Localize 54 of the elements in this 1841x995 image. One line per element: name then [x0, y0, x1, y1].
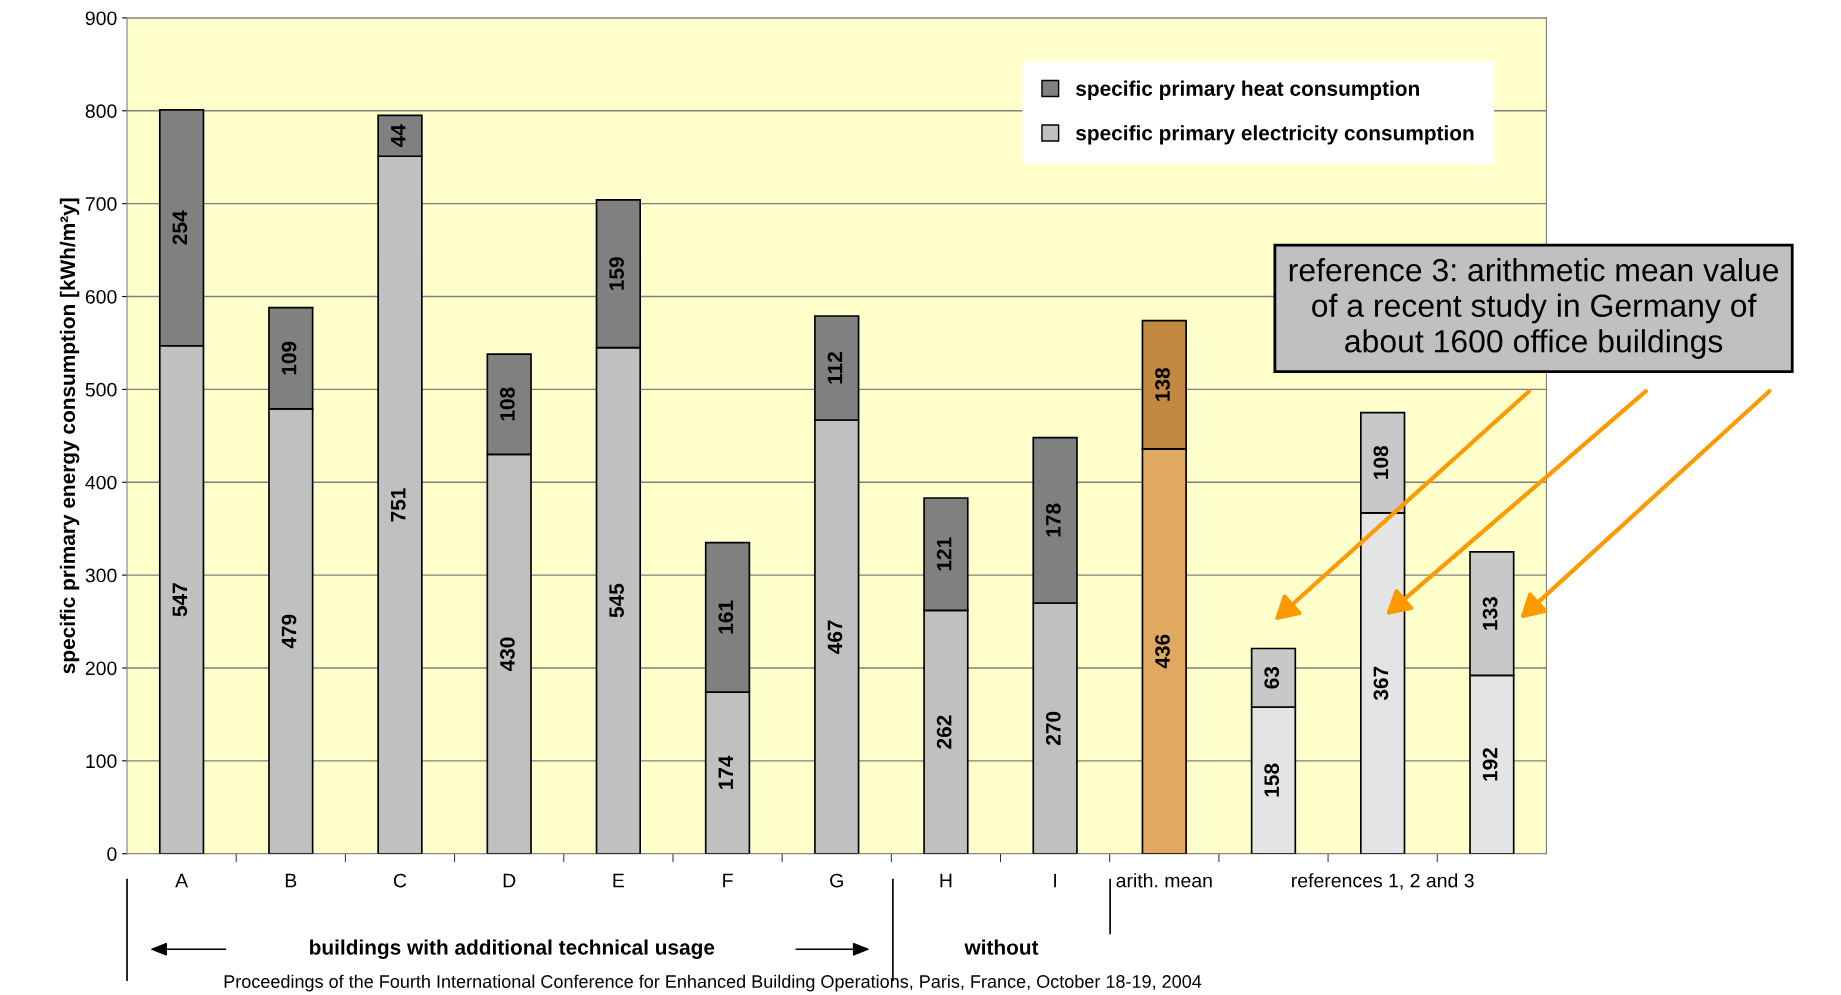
legend-label: specific primary electricity consumption: [1076, 125, 1474, 145]
y-tick-label: 700: [85, 197, 117, 211]
data-label: 121: [936, 537, 952, 571]
y-tick-label: 500: [85, 382, 117, 397]
data-label: 161: [718, 600, 734, 634]
data-label: 467: [827, 620, 843, 654]
x-tick-label: C: [393, 873, 407, 888]
x-tick-label: E: [613, 873, 625, 888]
data-label: 367: [1373, 666, 1389, 701]
data-label: 254: [172, 210, 188, 245]
data-label: 159: [609, 257, 624, 290]
data-label: 178: [1045, 503, 1061, 537]
data-label: 138: [1155, 367, 1170, 401]
x-tick-label: D: [503, 873, 516, 888]
x-tick-label: H: [940, 873, 952, 888]
text: without: [964, 939, 1039, 955]
data-label: 436: [1155, 634, 1170, 669]
x-tick-label: B: [285, 873, 297, 888]
data-label: 262: [936, 715, 952, 749]
x-tick-label: A: [175, 873, 189, 888]
text: buildings with additional technical usage: [310, 939, 715, 959]
y-tick-label: 400: [85, 475, 117, 490]
y-tick-label: 0: [107, 847, 117, 861]
data-label: 751: [391, 488, 406, 522]
data-label: 547: [172, 583, 188, 617]
data-label: 108: [1373, 446, 1389, 479]
x-tick-label: references 1, 2 and 3: [1292, 873, 1474, 890]
data-label: 158: [1264, 763, 1280, 797]
text: Proceedings of the Fourth International Conference for Enhanced Building Operations, Paris, France, October 18-19, 2004: [224, 974, 1202, 992]
data-label: 133: [1482, 597, 1498, 630]
y-tick-label: 900: [85, 11, 117, 26]
x-tick-label: arith. mean: [1116, 873, 1212, 888]
data-label: 174: [718, 755, 733, 789]
y-tick-label: 200: [85, 661, 117, 676]
data-label: 479: [281, 614, 297, 649]
annotation: reference 3: arithmetic mean value of a recent study in Germany of about 1600 office buildings: [1289, 258, 1779, 359]
data-label: 430: [500, 637, 515, 672]
x-tick-label: I: [1054, 873, 1057, 888]
data-label: 270: [1045, 711, 1061, 745]
y-axis-title: specific primary energy consumption [kWh/m²y]: [59, 198, 80, 674]
y-tick-label: 800: [85, 104, 117, 119]
x-tick-label: F: [723, 873, 733, 888]
y-tick-label: 100: [86, 754, 117, 769]
y-tick-label: 300: [85, 568, 117, 583]
data-label: 63: [1264, 666, 1280, 689]
legend-label: specific primary heat consumption: [1076, 80, 1419, 101]
data-label: 108: [500, 387, 515, 421]
data-label: 44: [391, 124, 406, 148]
data-label: 109: [281, 341, 297, 375]
data-label: 545: [609, 583, 624, 618]
data-label: 192: [1482, 748, 1498, 781]
x-tick-label: G: [830, 873, 843, 888]
y-tick-label: 600: [85, 289, 117, 304]
data-label: 112: [827, 352, 843, 384]
